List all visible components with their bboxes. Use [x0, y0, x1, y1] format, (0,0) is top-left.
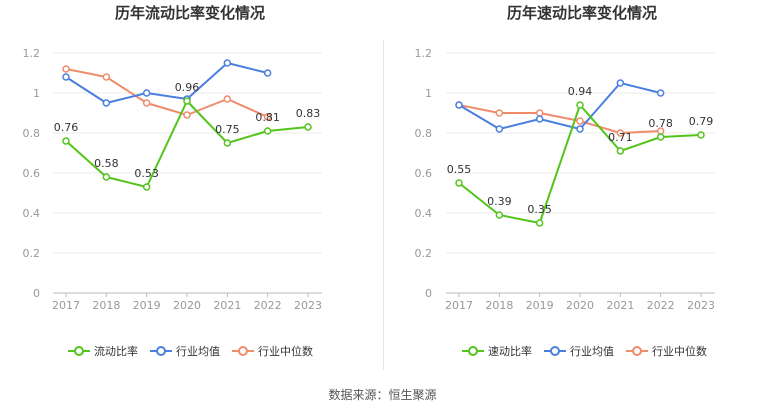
data-point-industry_median	[183, 111, 191, 119]
x-tick-label: 2020	[173, 299, 201, 312]
data-point-industry_median	[62, 65, 70, 73]
y-tick-label: 0.4	[23, 207, 41, 220]
y-tick-label: 1.2	[415, 47, 433, 60]
x-tick-label: 2023	[294, 299, 322, 312]
data-point-industry_median	[263, 113, 272, 121]
chart-title: 历年流动比率变化情况	[115, 4, 265, 22]
x-tick-label: 2020	[566, 299, 594, 312]
data-point-industry_avg	[62, 73, 70, 81]
data-label: 0.35	[527, 203, 552, 216]
legend-label: 行业中位数	[258, 344, 313, 358]
series-line-industry_avg	[65, 62, 268, 104]
y-tick-label: 0.8	[23, 127, 41, 140]
legend-label: 行业均值	[570, 345, 614, 358]
data-point-industry_avg	[535, 115, 544, 123]
legend-label: 行业中位数	[652, 344, 707, 358]
data-label: 0.79	[689, 115, 714, 128]
y-tick-label: 1.2	[23, 47, 41, 60]
data-point-industry_avg	[495, 125, 504, 133]
data-point-company	[616, 147, 625, 155]
data-point-industry_median	[576, 117, 584, 125]
data-point-industry_avg	[455, 101, 463, 109]
data-point-company	[102, 173, 111, 181]
legend-marker-icon	[238, 346, 248, 356]
x-tick-label: 2019	[133, 299, 161, 312]
x-tick-label: 2017	[445, 299, 473, 312]
legend-marker-icon	[468, 346, 478, 356]
y-tick-label: 1	[33, 87, 40, 100]
data-point-industry_median	[102, 73, 111, 81]
legend-marker-icon	[74, 346, 84, 356]
data-point-industry_median	[495, 109, 504, 117]
legend-marker-icon	[632, 346, 642, 356]
series-line-industry_avg	[458, 82, 661, 130]
data-label: 0.81	[255, 111, 280, 124]
data-label: 0.83	[296, 107, 321, 120]
data-point-company	[304, 123, 312, 131]
y-tick-label: 1	[425, 87, 432, 100]
data-point-company	[535, 219, 544, 227]
data-label: 0.78	[648, 117, 673, 130]
x-tick-label: 2022	[254, 299, 282, 312]
data-label: 0.58	[94, 157, 119, 170]
y-tick-label: 0.4	[415, 207, 433, 220]
legend-label: 流动比率	[94, 344, 138, 358]
data-point-industry_median	[535, 109, 544, 117]
data-label: 0.71	[608, 131, 633, 144]
data-point-industry_median	[616, 129, 625, 137]
data-label: 0.96	[175, 81, 200, 94]
data-label: 0.76	[54, 121, 79, 134]
data-point-company	[142, 183, 151, 191]
chart-title: 历年速动比率变化情况	[507, 4, 657, 22]
x-tick-label: 2021	[606, 299, 634, 312]
data-label: 0.39	[487, 195, 512, 208]
y-tick-label: 0.6	[415, 167, 433, 180]
data-point-industry_avg	[142, 89, 151, 97]
data-label: 0.94	[568, 85, 593, 98]
data-point-industry_avg	[656, 89, 665, 97]
data-point-company	[183, 97, 191, 105]
data-point-industry_median	[223, 95, 232, 103]
data-point-industry_avg	[223, 59, 232, 67]
y-tick-label: 0	[425, 287, 432, 300]
series-line-industry_median	[65, 68, 269, 118]
x-tick-label: 2021	[213, 299, 241, 312]
data-point-industry_avg	[263, 69, 272, 77]
data-point-company	[223, 139, 232, 147]
y-tick-label: 0.6	[23, 167, 41, 180]
legend-marker-icon	[156, 346, 166, 356]
data-point-company	[62, 137, 70, 145]
data-point-industry_avg	[576, 125, 584, 133]
x-tick-label: 2023	[687, 299, 715, 312]
y-tick-label: 0.2	[415, 247, 433, 260]
data-point-industry_median	[142, 99, 151, 107]
data-point-company	[495, 211, 504, 219]
y-tick-label: 0.2	[23, 247, 41, 260]
data-label: 0.53	[134, 167, 159, 180]
series-line-industry_median	[458, 104, 661, 134]
data-label: 0.75	[215, 123, 240, 136]
data-point-company	[697, 131, 705, 139]
data-point-company	[576, 101, 584, 109]
data-point-company	[656, 133, 665, 141]
source-note: 数据来源：恒生聚源	[328, 388, 437, 402]
legend-marker-icon	[550, 346, 560, 356]
x-tick-label: 2017	[52, 299, 80, 312]
data-point-company	[455, 179, 463, 187]
chart-divider	[383, 40, 384, 370]
data-point-industry_avg	[616, 79, 625, 87]
data-label: 0.55	[447, 163, 472, 176]
x-tick-label: 2018	[485, 299, 513, 312]
x-tick-label: 2022	[647, 299, 675, 312]
legend-label: 速动比率	[488, 344, 532, 358]
x-tick-label: 2019	[526, 299, 554, 312]
legend-label: 行业均值	[176, 345, 220, 358]
data-point-company	[263, 127, 272, 135]
data-point-industry_avg	[102, 99, 111, 107]
y-tick-label: 0.8	[415, 127, 433, 140]
y-tick-label: 0	[33, 287, 40, 300]
x-tick-label: 2018	[92, 299, 120, 312]
